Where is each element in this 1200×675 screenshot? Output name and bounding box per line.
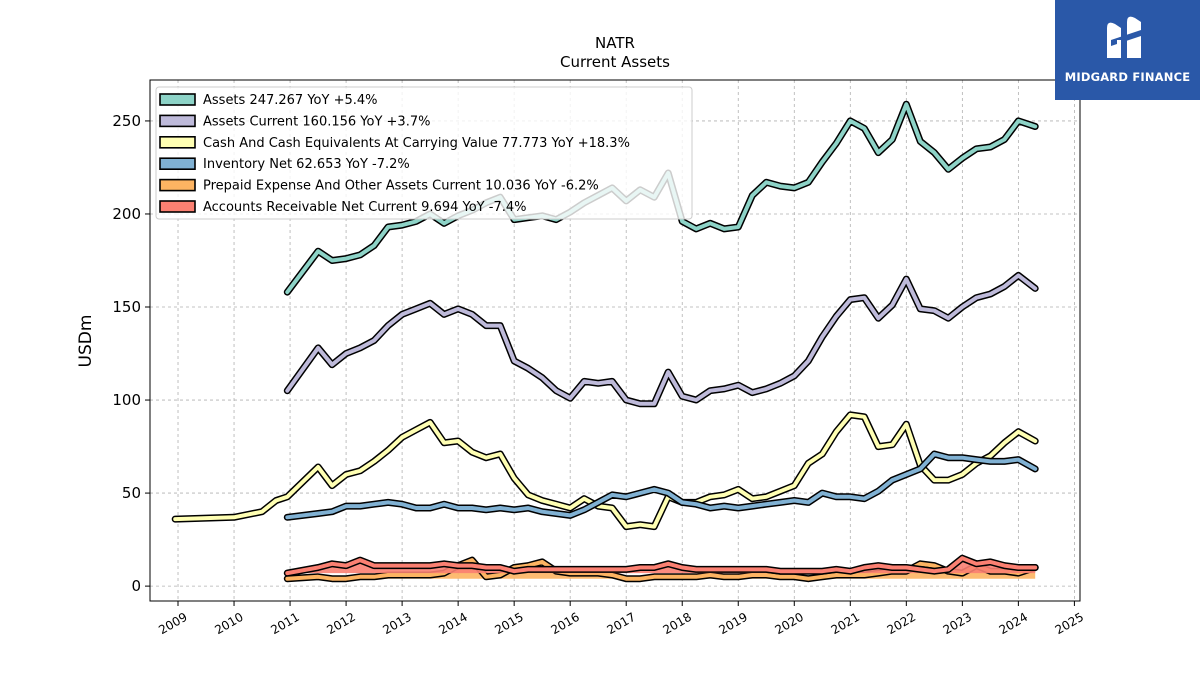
x-tick-label: 2021: [829, 610, 862, 637]
series-line: [173, 412, 1038, 529]
series-accounts-receivable-net-current-9-694-yo: [283, 554, 1039, 577]
series-inventory-net-62-653-yoy-7-2: [283, 450, 1039, 521]
legend-label: Assets Current 160.156 YoY +3.7%: [203, 114, 430, 129]
x-tick-label: 2009: [156, 610, 189, 637]
legend-label: Accounts Receivable Net Current 9.694 Yo…: [203, 200, 526, 215]
midgard-logo-icon: [1107, 16, 1141, 59]
legend-item: Cash And Cash Equivalents At Carrying Va…: [159, 136, 630, 151]
series-cash-and-cash-equivalents-at-carrying-va: [171, 411, 1039, 531]
x-tick-label: 2020: [773, 610, 806, 637]
y-tick-label: 0: [131, 577, 141, 595]
legend-swatch: [159, 200, 196, 213]
x-tick-label: 2012: [324, 610, 357, 637]
y-tick-label: 200: [112, 205, 141, 223]
x-tick-label: 2023: [941, 610, 974, 637]
x-tick-label: 2016: [548, 610, 581, 637]
chart-title: NATR: [595, 34, 635, 52]
x-tick-label: 2022: [885, 610, 918, 637]
legend-swatch: [159, 136, 196, 149]
legend-item: Assets Current 160.156 YoY +3.7%: [159, 114, 430, 129]
legend-item: Prepaid Expense And Other Assets Current…: [159, 178, 599, 194]
series-line: [285, 556, 1038, 576]
legend: Assets 247.267 YoY +5.4% Assets Current 1…: [155, 86, 693, 220]
legend-label: Assets 247.267 YoY +5.4%: [203, 93, 378, 108]
series-line: [285, 452, 1038, 520]
legend-box: [155, 86, 693, 220]
x-tick-label: 2010: [212, 610, 245, 637]
y-tick-label: 50: [122, 484, 141, 502]
legend-item: Inventory Net 62.653 YoY -7.2%: [159, 157, 410, 172]
x-tick-label: 2014: [436, 610, 469, 637]
x-tick-label: 2011: [268, 610, 301, 637]
chart-subtitle: Current Assets: [560, 53, 670, 71]
x-tick-label: 2017: [604, 610, 637, 637]
x-tick-label: 2024: [997, 610, 1030, 637]
legend-swatch: [159, 114, 196, 128]
series-line: [285, 273, 1038, 406]
legend-item: Accounts Receivable Net Current 9.694 Yo…: [159, 200, 526, 215]
y-axis-label: USDm: [76, 315, 96, 368]
x-tick-label: 2025: [1053, 610, 1086, 637]
legend-swatch: [159, 157, 196, 170]
legend-label: Prepaid Expense And Other Assets Current…: [203, 179, 599, 194]
x-tick-label: 2013: [380, 610, 413, 637]
plot-area-frame: [149, 79, 1081, 602]
legend-swatch: [159, 93, 196, 106]
y-tick-label: 150: [112, 298, 141, 316]
brand-logo: MIDGARD FINANCE: [1055, 0, 1200, 100]
y-tick-label: 250: [112, 112, 141, 130]
legend-label: Inventory Net 62.653 YoY -7.2%: [203, 157, 410, 172]
brand-name: MIDGARD FINANCE: [1064, 70, 1191, 84]
legend-item: Assets 247.267 YoY +5.4%: [159, 93, 378, 108]
y-tick-label: 100: [112, 391, 141, 409]
x-tick-label: 2019: [717, 610, 750, 637]
series-assets-current-160-156-yoy-3-7: [283, 271, 1039, 408]
x-tick-label: 2015: [492, 610, 525, 637]
x-tick-label: 2018: [661, 610, 694, 637]
legend-swatch: [159, 178, 196, 192]
legend-label: Cash And Cash Equivalents At Carrying Va…: [203, 136, 630, 151]
